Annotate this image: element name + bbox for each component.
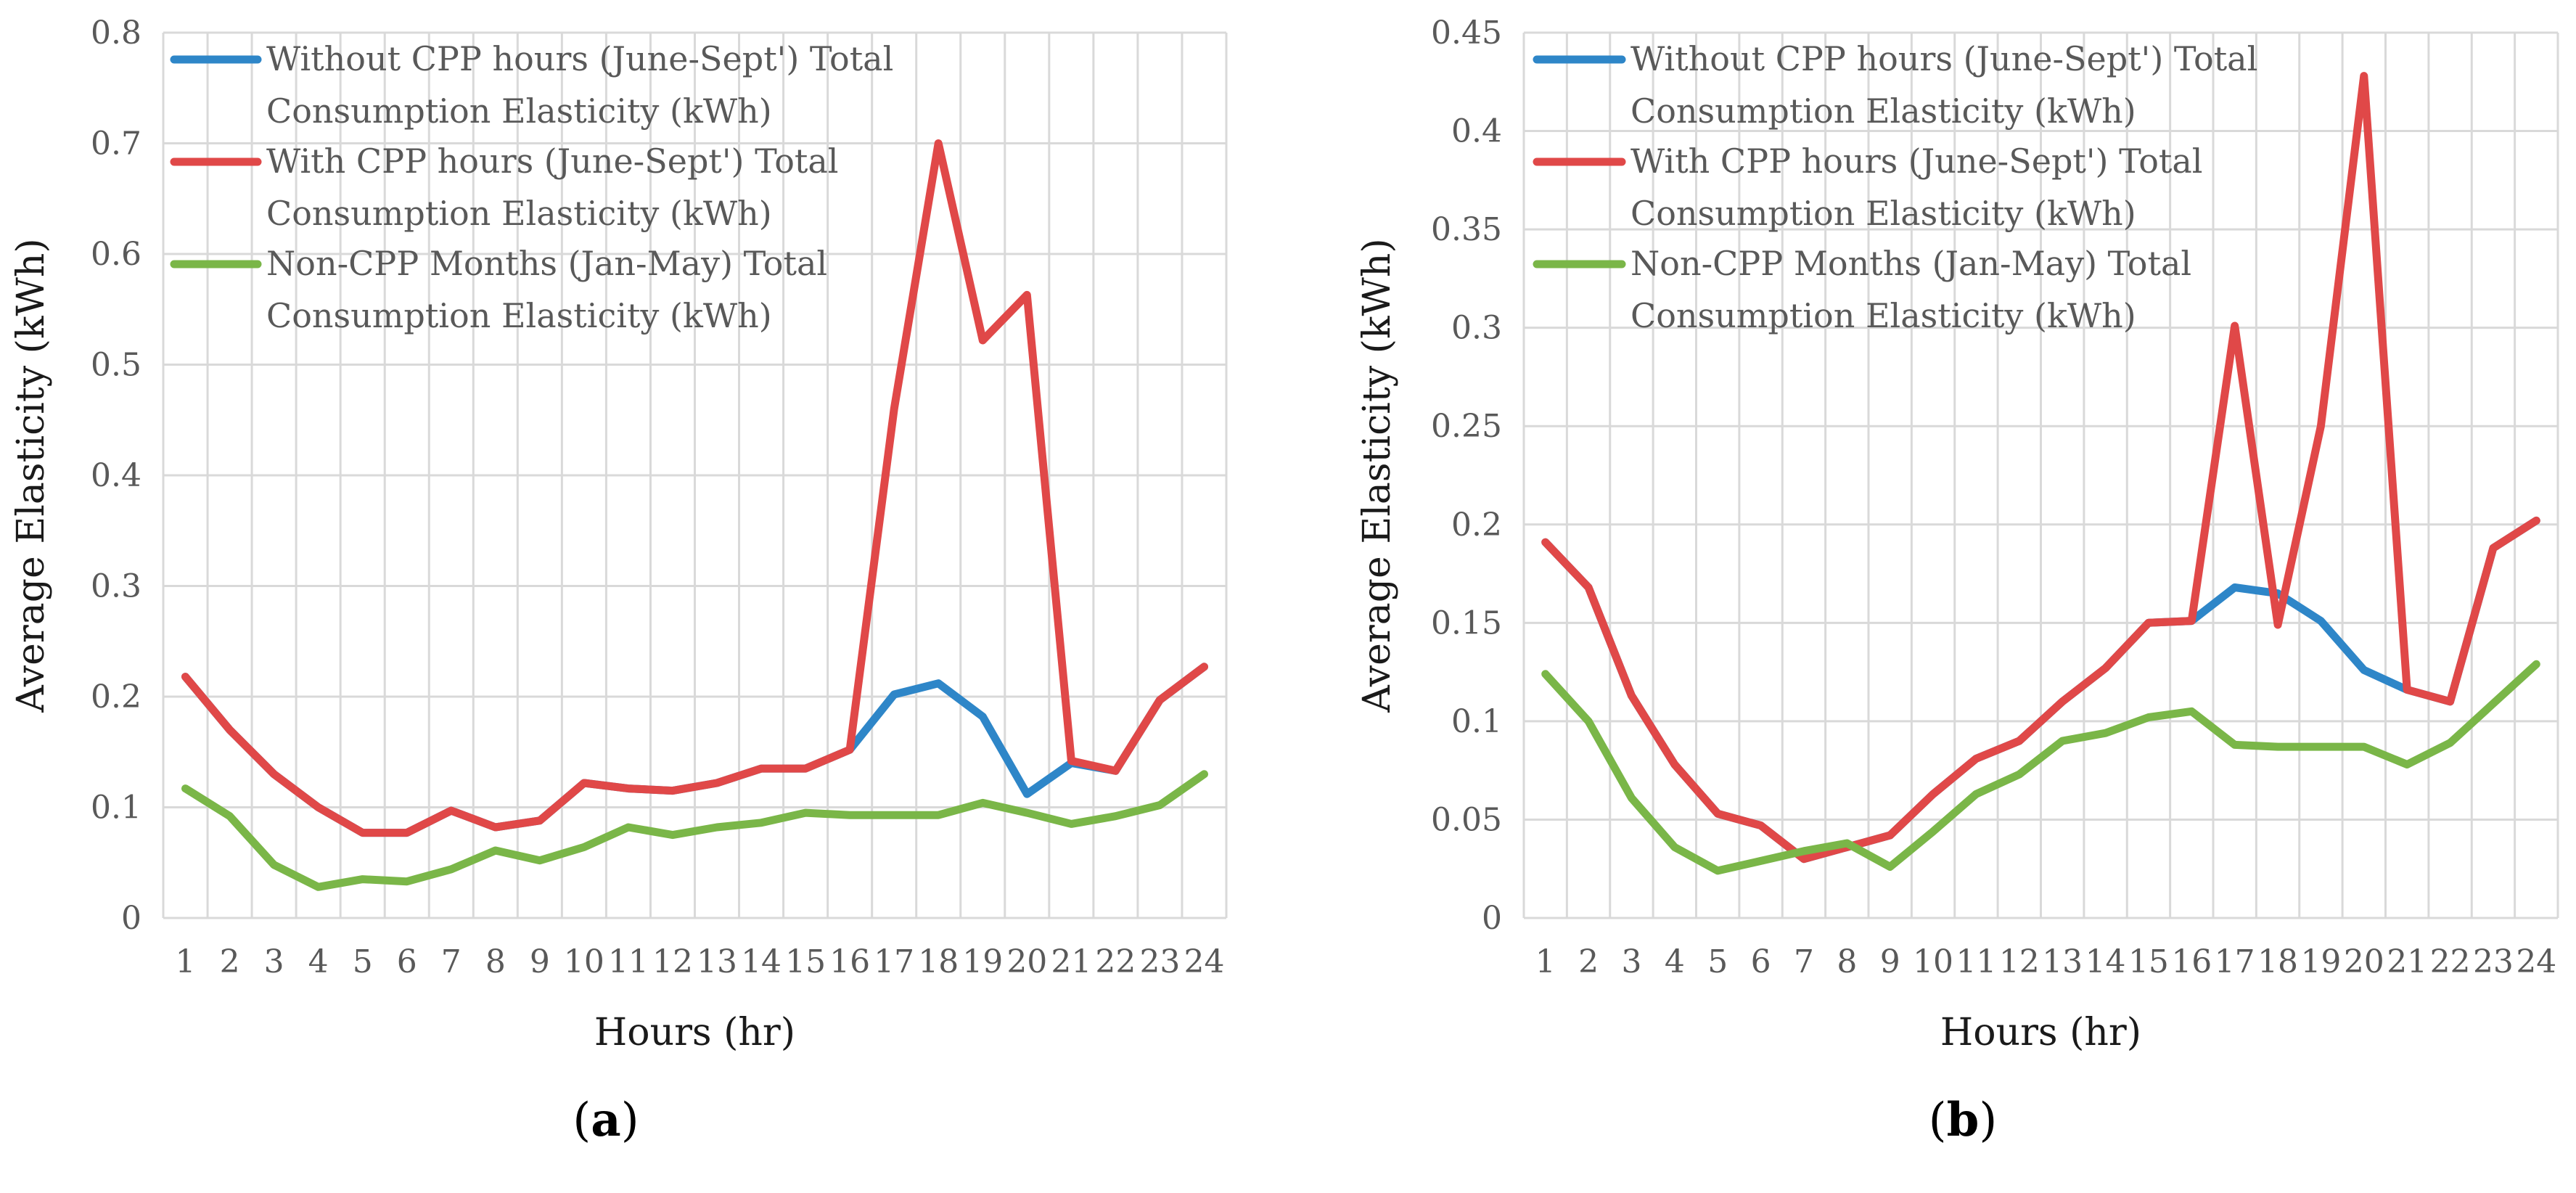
y-tick-label: 0.4 [1451,113,1502,150]
x-tick-label: 5 [1707,943,1728,980]
x-tick-label: 16 [2171,943,2212,980]
x-tick-label: 6 [397,943,417,980]
series-line-3 [1541,660,2540,875]
legend-entry-text: Non-CPP Months (Jan-May) Total [266,244,827,283]
x-tick-label: 18 [2257,943,2298,980]
x-tick-label: 11 [608,943,649,980]
x-tick-label: 9 [1880,943,1900,980]
y-tick-label: 0.5 [91,347,141,384]
x-tick-label: 7 [441,943,462,980]
legend-entry-text: Without CPP hours (June-Sept') Total [1630,39,2257,78]
x-tick-label: 22 [2430,943,2471,980]
y-tick-label: 0.7 [91,126,141,163]
series-line-2 [1541,72,2540,864]
y-tick-label: 0.6 [91,236,141,273]
chart-panel-a: 00.10.20.30.40.50.60.70.81 2 3 4 5 6 7 8 9 10 11 12… [9,15,1228,1054]
legend-entry-text: Consumption Elasticity (kWh) [1630,91,2136,131]
legend-entry-text: With CPP hours (June-Sept') Total [1630,142,2203,181]
y-tick-label: 0.8 [91,15,141,52]
x-tick-label: 21 [2387,943,2427,980]
x-tick-label: 6 [1751,943,1771,980]
x-tick-label: 1 [1535,943,1556,980]
x-tick-label: 21 [1051,943,1091,980]
x-tick-label: 12 [1999,943,2040,980]
y-tick-label: 0 [1482,900,1502,937]
x-tick-label: 11 [1956,943,1996,980]
x-tick-label: 15 [2128,943,2169,980]
caption-b: (b) [1929,1093,1998,1147]
x-tick-label: 23 [1139,943,1180,980]
y-tick-label: 0 [121,900,141,937]
series-line-3 [181,770,1208,891]
x-tick-label: 19 [962,943,1003,980]
x-tick-label: 20 [2344,943,2384,980]
x-tick-label: 15 [785,943,826,980]
x-tick-label: 9 [530,943,550,980]
caption-a: (a) [573,1093,639,1147]
x-tick-label: 16 [829,943,870,980]
y-tick-label: 0.45 [1431,15,1502,52]
legend-entry-text: Consumption Elasticity (kWh) [266,296,772,335]
x-tick-label: 22 [1095,943,1136,980]
legend-entry-text: Non-CPP Months (Jan-May) Total [1630,244,2191,283]
x-tick-label: 4 [1665,943,1685,980]
series-line-2 [181,139,1208,837]
x-tick-label: 13 [2042,943,2083,980]
x-tick-label: 1 [176,943,196,980]
x-tick-label: 4 [308,943,329,980]
x-tick-label: 2 [220,943,240,980]
x-tick-label: 8 [485,943,506,980]
y-tick-label: 0.3 [1451,310,1502,347]
y-tick-label: 0.2 [91,679,141,716]
x-tick-label: 8 [1837,943,1857,980]
y-tick-label: 0.4 [91,457,141,494]
x-tick-label: 20 [1006,943,1047,980]
x-axis-title: Hours (hr) [594,1011,795,1054]
x-tick-label: 17 [874,943,914,980]
x-tick-label: 3 [264,943,284,980]
chart-panel-b: 00.050.10.150.20.250.30.350.40.451 2 3 4 5 6 7… [1355,15,2559,1054]
x-tick-label: 24 [1184,943,1224,980]
y-tick-label: 0.3 [91,568,141,605]
y-tick-label: 0.1 [1451,703,1502,740]
y-tick-label: 0.35 [1431,211,1502,248]
x-tick-label: 2 [1578,943,1599,980]
x-tick-label: 24 [2516,943,2556,980]
x-tick-label: 10 [564,943,604,980]
legend-entry-text: Consumption Elasticity (kWh) [1630,194,2136,233]
legend-entry-text: Consumption Elasticity (kWh) [1630,296,2136,335]
legend-entry-text: Consumption Elasticity (kWh) [266,194,772,233]
x-tick-label: 13 [697,943,737,980]
x-tick-label: 14 [2085,943,2126,980]
x-axis-title: Hours (hr) [1940,1011,2141,1054]
x-tick-label: 5 [353,943,373,980]
legend-entry-text: Without CPP hours (June-Sept') Total [266,39,893,78]
x-tick-label: 18 [918,943,959,980]
x-tick-label: 14 [741,943,782,980]
x-tick-label: 19 [2300,943,2341,980]
y-tick-label: 0.2 [1451,507,1502,544]
y-tick-label: 0.25 [1431,408,1502,445]
x-tick-label: 23 [2473,943,2514,980]
y-tick-label: 0.15 [1431,604,1502,641]
y-axis-title: Average Elasticity (kWh) [1355,238,1399,713]
x-tick-label: 10 [1913,943,1953,980]
y-tick-label: 0.05 [1431,801,1502,838]
y-tick-label: 0.1 [91,790,141,827]
legend-entry-text: With CPP hours (June-Sept') Total [266,142,839,181]
legend-entry-text: Consumption Elasticity (kWh) [266,91,772,131]
x-tick-label: 7 [1794,943,1814,980]
x-tick-label: 3 [1621,943,1641,980]
x-tick-label: 12 [652,943,693,980]
y-axis-title: Average Elasticity (kWh) [9,238,53,713]
x-tick-label: 17 [2215,943,2255,980]
